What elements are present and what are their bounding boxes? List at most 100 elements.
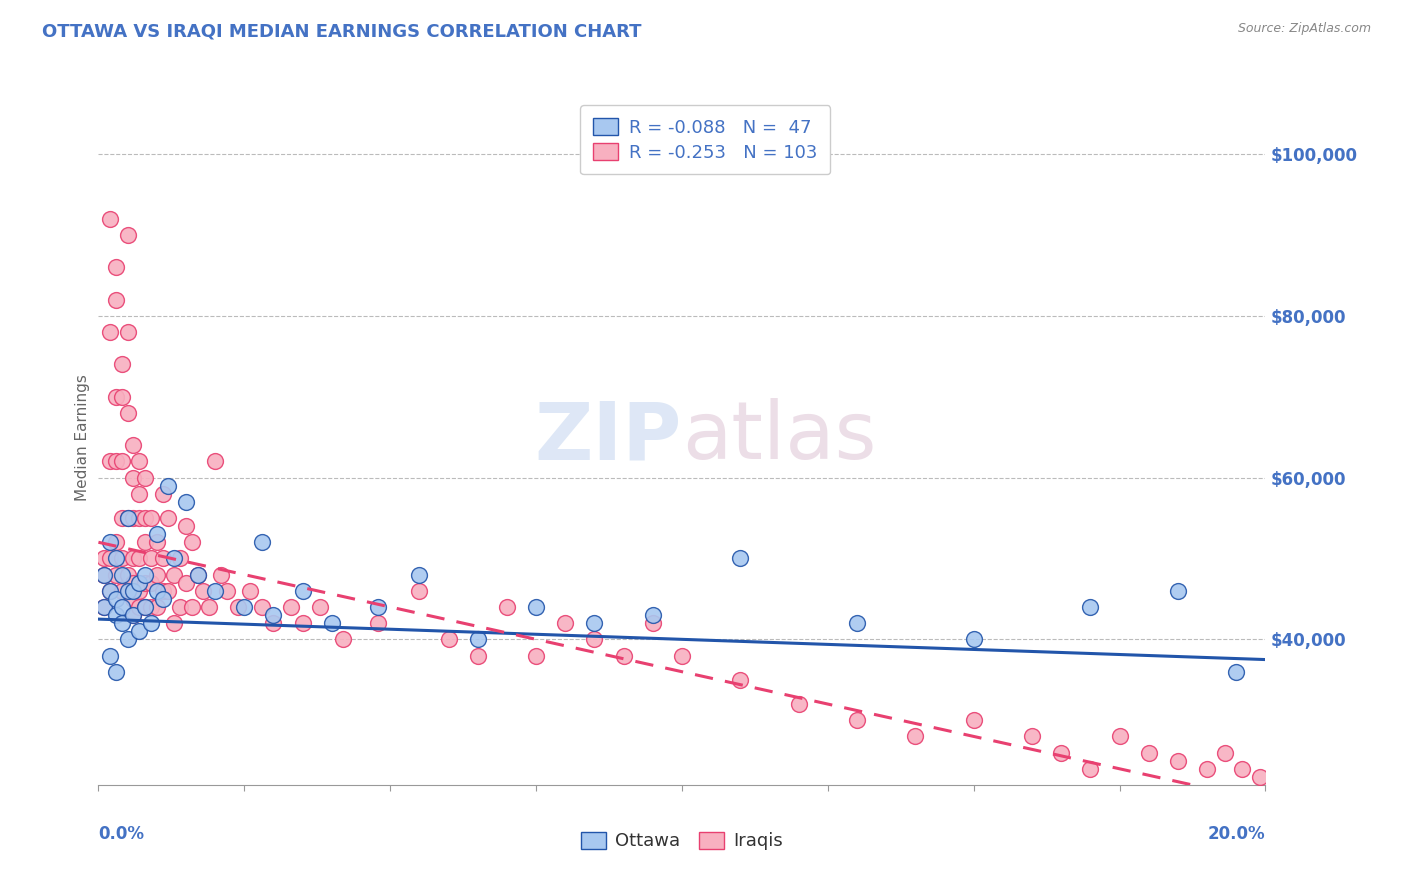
Point bbox=[139, 511, 162, 525]
Point bbox=[1249, 770, 1271, 784]
Point bbox=[104, 551, 127, 566]
Point bbox=[187, 567, 209, 582]
Text: Source: ZipAtlas.com: Source: ZipAtlas.com bbox=[1237, 22, 1371, 36]
Point bbox=[122, 608, 145, 623]
Point bbox=[291, 616, 314, 631]
Point bbox=[332, 632, 354, 647]
Point bbox=[122, 575, 145, 590]
Point bbox=[157, 583, 180, 598]
Point bbox=[93, 567, 115, 582]
Point bbox=[583, 632, 606, 647]
Point bbox=[1080, 762, 1102, 776]
Point bbox=[134, 470, 156, 484]
Point bbox=[583, 616, 606, 631]
Point bbox=[291, 583, 314, 598]
Point bbox=[845, 713, 868, 727]
Point bbox=[98, 583, 121, 598]
Point bbox=[174, 575, 197, 590]
Point bbox=[962, 713, 984, 727]
Point bbox=[215, 583, 238, 598]
Point bbox=[250, 599, 273, 614]
Point bbox=[122, 608, 145, 623]
Point bbox=[198, 599, 221, 614]
Point bbox=[117, 583, 139, 598]
Point bbox=[128, 486, 150, 500]
Point bbox=[1230, 762, 1253, 776]
Point bbox=[117, 511, 139, 525]
Point bbox=[111, 511, 134, 525]
Point bbox=[787, 697, 810, 711]
Point bbox=[437, 632, 460, 647]
Point bbox=[117, 511, 139, 525]
Point bbox=[128, 454, 150, 468]
Point bbox=[104, 260, 127, 275]
Point bbox=[169, 599, 191, 614]
Point bbox=[134, 511, 156, 525]
Point bbox=[93, 599, 115, 614]
Point bbox=[122, 470, 145, 484]
Point bbox=[1021, 730, 1043, 744]
Text: OTTAWA VS IRAQI MEDIAN EARNINGS CORRELATION CHART: OTTAWA VS IRAQI MEDIAN EARNINGS CORRELAT… bbox=[42, 22, 641, 40]
Point bbox=[104, 608, 127, 623]
Point bbox=[122, 591, 145, 606]
Point bbox=[139, 551, 162, 566]
Point bbox=[104, 591, 127, 606]
Point bbox=[98, 648, 121, 663]
Point bbox=[1080, 599, 1102, 614]
Point bbox=[152, 551, 174, 566]
Point bbox=[204, 583, 226, 598]
Point bbox=[408, 567, 430, 582]
Point bbox=[612, 648, 634, 663]
Point bbox=[146, 567, 169, 582]
Point bbox=[146, 535, 169, 549]
Point bbox=[367, 616, 389, 631]
Point bbox=[152, 583, 174, 598]
Point bbox=[146, 583, 169, 598]
Point bbox=[250, 535, 273, 549]
Point bbox=[180, 535, 202, 549]
Point bbox=[163, 616, 186, 631]
Point bbox=[128, 511, 150, 525]
Point bbox=[98, 211, 121, 226]
Point bbox=[134, 535, 156, 549]
Point bbox=[104, 535, 127, 549]
Point bbox=[134, 567, 156, 582]
Point bbox=[117, 227, 139, 242]
Point bbox=[111, 616, 134, 631]
Point bbox=[117, 325, 139, 339]
Point bbox=[228, 599, 250, 614]
Point bbox=[193, 583, 215, 598]
Point bbox=[309, 599, 332, 614]
Point bbox=[134, 575, 156, 590]
Point bbox=[122, 551, 145, 566]
Point bbox=[111, 599, 134, 614]
Point bbox=[111, 454, 134, 468]
Point bbox=[117, 406, 139, 420]
Legend: Ottawa, Iraqis: Ottawa, Iraqis bbox=[572, 822, 792, 859]
Point bbox=[233, 599, 256, 614]
Point bbox=[98, 325, 121, 339]
Point bbox=[111, 583, 134, 598]
Point bbox=[104, 390, 127, 404]
Point bbox=[134, 599, 156, 614]
Point bbox=[1225, 665, 1247, 679]
Point bbox=[209, 567, 232, 582]
Point bbox=[117, 567, 139, 582]
Point bbox=[93, 567, 115, 582]
Point bbox=[111, 551, 134, 566]
Point bbox=[104, 567, 127, 582]
Point bbox=[98, 583, 121, 598]
Point bbox=[262, 608, 284, 623]
Text: ZIP: ZIP bbox=[534, 398, 682, 476]
Point bbox=[408, 583, 430, 598]
Point bbox=[641, 616, 664, 631]
Point bbox=[93, 599, 115, 614]
Point bbox=[128, 624, 150, 639]
Point bbox=[117, 632, 139, 647]
Point bbox=[122, 438, 145, 452]
Point bbox=[139, 599, 162, 614]
Point bbox=[1167, 754, 1189, 768]
Point bbox=[152, 591, 174, 606]
Point bbox=[962, 632, 984, 647]
Point bbox=[104, 665, 127, 679]
